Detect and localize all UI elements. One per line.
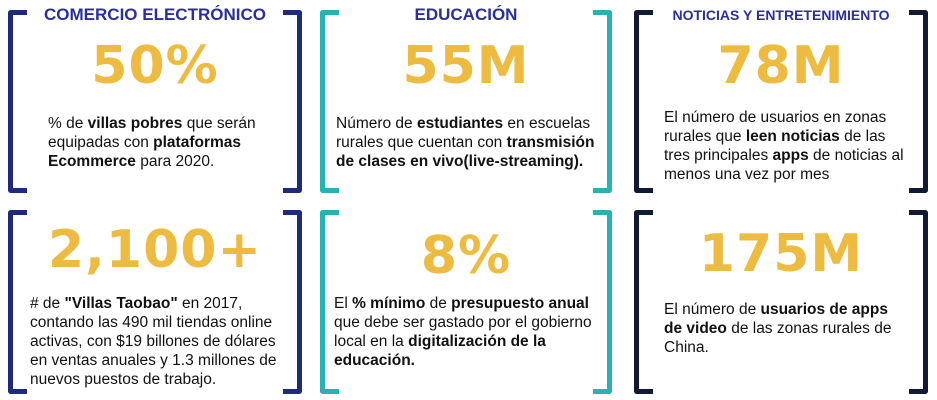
text-run: en 2017, contando las 490 mil tiendas on… bbox=[30, 295, 277, 388]
stat-description: Número de estudiantes en escuelas rurale… bbox=[336, 114, 600, 171]
left-bracket bbox=[8, 210, 27, 394]
section-header-ecommerce: COMERCIO ELECTRÓNICO bbox=[28, 4, 282, 26]
text-run: que serán equipadas con bbox=[48, 115, 256, 151]
bold-phrase: "Villas Taobao" bbox=[64, 295, 178, 312]
stat-description: El número de usuarios en zonas rurales q… bbox=[664, 108, 906, 184]
bold-phrase: apps bbox=[772, 147, 809, 164]
text-run: de bbox=[425, 295, 452, 312]
card-ecommerce-50: COMERCIO ELECTRÓNICO 50% % de villas pob… bbox=[8, 4, 302, 193]
text-run: % de bbox=[48, 115, 88, 132]
right-bracket bbox=[593, 210, 612, 394]
stat-description: El % mínimo de presupuesto anual que deb… bbox=[334, 294, 602, 370]
stat-value: 55M bbox=[402, 36, 530, 96]
bold-phrase: plataformas Ecommerce bbox=[48, 134, 242, 170]
stat-value: 2,100+ bbox=[47, 220, 263, 280]
card-education-55m: EDUCACIÓN 55M Número de estudiantes en e… bbox=[320, 4, 612, 193]
right-bracket bbox=[283, 210, 302, 394]
section-header-education: EDUCACIÓN bbox=[340, 4, 592, 26]
bold-phrase: villas pobres bbox=[87, 115, 183, 132]
stat-description: # de "Villas Taobao" en 2017, contando l… bbox=[30, 294, 282, 389]
right-bracket bbox=[283, 10, 302, 193]
left-bracket bbox=[634, 10, 653, 193]
card-education-8pct: 8% El % mínimo de presupuesto anual que … bbox=[320, 210, 612, 394]
stat-value: 8% bbox=[420, 226, 512, 286]
right-bracket bbox=[909, 10, 928, 193]
bold-phrase: digitalización de la educación. bbox=[334, 333, 546, 369]
bold-phrase: % mínimo bbox=[352, 295, 426, 312]
left-bracket bbox=[634, 210, 653, 394]
text-run: de las tres principales bbox=[664, 128, 886, 164]
text-run: El número de usuarios en zonas rurales q… bbox=[664, 109, 887, 145]
bold-phrase: presupuesto anual bbox=[451, 295, 589, 312]
left-bracket bbox=[320, 210, 339, 394]
text-run: para 2020. bbox=[135, 153, 215, 170]
right-bracket bbox=[593, 10, 612, 193]
text-run: que debe ser gastado por el gobierno loc… bbox=[334, 314, 592, 350]
card-news-175m: 175M El número de usuarios de apps de vi… bbox=[634, 210, 928, 394]
left-bracket bbox=[8, 10, 27, 193]
stat-description: % de villas pobres que serán equipadas c… bbox=[48, 114, 272, 171]
text-run: de noticias al menos una vez por mes bbox=[664, 147, 904, 183]
text-run: # de bbox=[30, 295, 65, 312]
right-bracket bbox=[909, 210, 928, 394]
text-run: El número de bbox=[664, 301, 761, 318]
text-run: El bbox=[334, 295, 353, 312]
bold-phrase: usuarios de apps de video bbox=[664, 301, 888, 337]
text-run: Número de bbox=[336, 115, 417, 132]
stat-value: 50% bbox=[91, 36, 219, 96]
bold-phrase: estudiantes bbox=[416, 115, 504, 132]
card-news-78m: NOTICIAS Y ENTRETENIMIENTO 78M El número… bbox=[634, 4, 928, 193]
bold-phrase: leen noticias bbox=[745, 128, 840, 145]
stat-value: 78M bbox=[717, 36, 845, 96]
section-header-news: NOTICIAS Y ENTRETENIMIENTO bbox=[654, 4, 908, 26]
text-run: de las zonas rurales de China. bbox=[664, 320, 892, 356]
card-ecommerce-2100: 2,100+ # de "Villas Taobao" en 2017, con… bbox=[8, 210, 302, 394]
text-run: en escuelas rurales que cuentan con bbox=[336, 115, 591, 151]
stat-value: 175M bbox=[698, 224, 864, 284]
stat-description: El número de usuarios de apps de video d… bbox=[664, 300, 898, 357]
left-bracket bbox=[320, 10, 339, 193]
bold-phrase: transmisión de clases en vivo(live-strea… bbox=[336, 134, 595, 170]
